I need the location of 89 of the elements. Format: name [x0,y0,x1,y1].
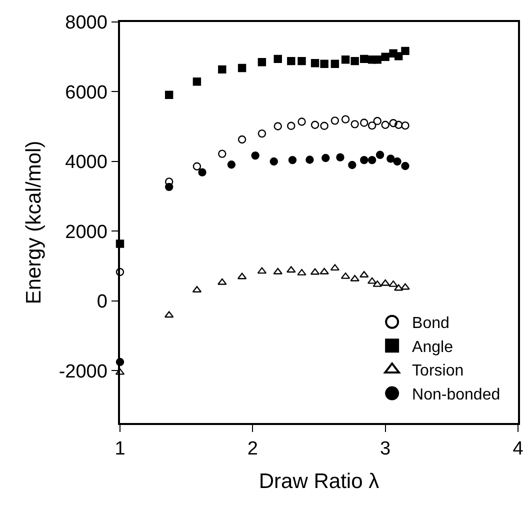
x-tick-label: 1 [114,438,126,460]
point [373,56,382,64]
point [394,52,403,60]
point [360,54,368,64]
point [394,284,404,291]
point [238,135,246,144]
legend-label: Torsion [412,362,464,380]
point [401,121,410,130]
point [341,56,350,64]
point [257,267,267,274]
point [288,156,297,164]
point [360,118,368,127]
point [298,118,306,126]
point [116,268,124,276]
point [297,268,306,276]
point [373,116,382,126]
point [306,156,314,164]
point [287,122,296,130]
x-tick-label: 4 [512,438,524,460]
point [380,279,390,286]
point [198,168,206,176]
point [258,129,266,138]
point [227,160,236,169]
y-tick-label: 4000 [65,152,108,174]
y-tick-label: 2000 [65,222,108,243]
legend-label: Angle [412,338,454,356]
y-tick-label: -2000 [58,361,108,382]
point [287,56,296,66]
point [286,266,296,273]
point [310,59,320,68]
point [270,157,278,166]
y-tick-label: 0 [96,292,108,313]
point [360,156,368,164]
point [386,154,395,163]
point [400,283,410,290]
legend-label: Bond [412,315,450,332]
point [164,182,174,192]
point [218,65,226,74]
point [350,56,359,66]
point [389,119,398,128]
point [372,280,382,287]
point [310,120,320,129]
point [381,52,390,61]
point [238,64,246,72]
point [258,58,266,66]
point [274,122,282,130]
point [115,368,125,375]
point [320,268,329,274]
point [298,56,306,66]
point [368,156,376,164]
point [330,116,340,125]
point [237,272,247,280]
point [274,54,282,64]
point [320,122,328,130]
point [330,264,340,271]
point [273,268,283,274]
point [367,277,377,284]
y-tick-label: 8000 [65,12,108,34]
x-tick-label: 2 [247,438,258,460]
point [164,90,174,99]
point [401,162,410,170]
x-axis-title: Draw Ratio λ [258,470,380,494]
point [376,150,384,159]
point [330,60,340,68]
legend-label: Non-bonded [412,386,500,404]
point [393,157,402,166]
point [320,60,328,68]
point [348,160,356,170]
point [401,46,410,56]
x-tick-label: 3 [380,438,391,460]
point [192,162,202,170]
point [341,115,350,124]
point [394,120,403,129]
point [388,280,398,287]
point [350,274,360,282]
point [381,120,390,129]
point [340,272,350,279]
y-axis-title: Energy (kcal/mol) [22,140,46,304]
point [336,153,344,162]
point [251,151,260,160]
point [218,278,227,285]
point [192,78,202,86]
y-tick-label: 6000 [65,82,108,104]
point [368,121,376,130]
point [164,311,174,318]
point [310,268,320,275]
point [218,150,226,158]
point [350,120,359,128]
point [322,154,330,162]
